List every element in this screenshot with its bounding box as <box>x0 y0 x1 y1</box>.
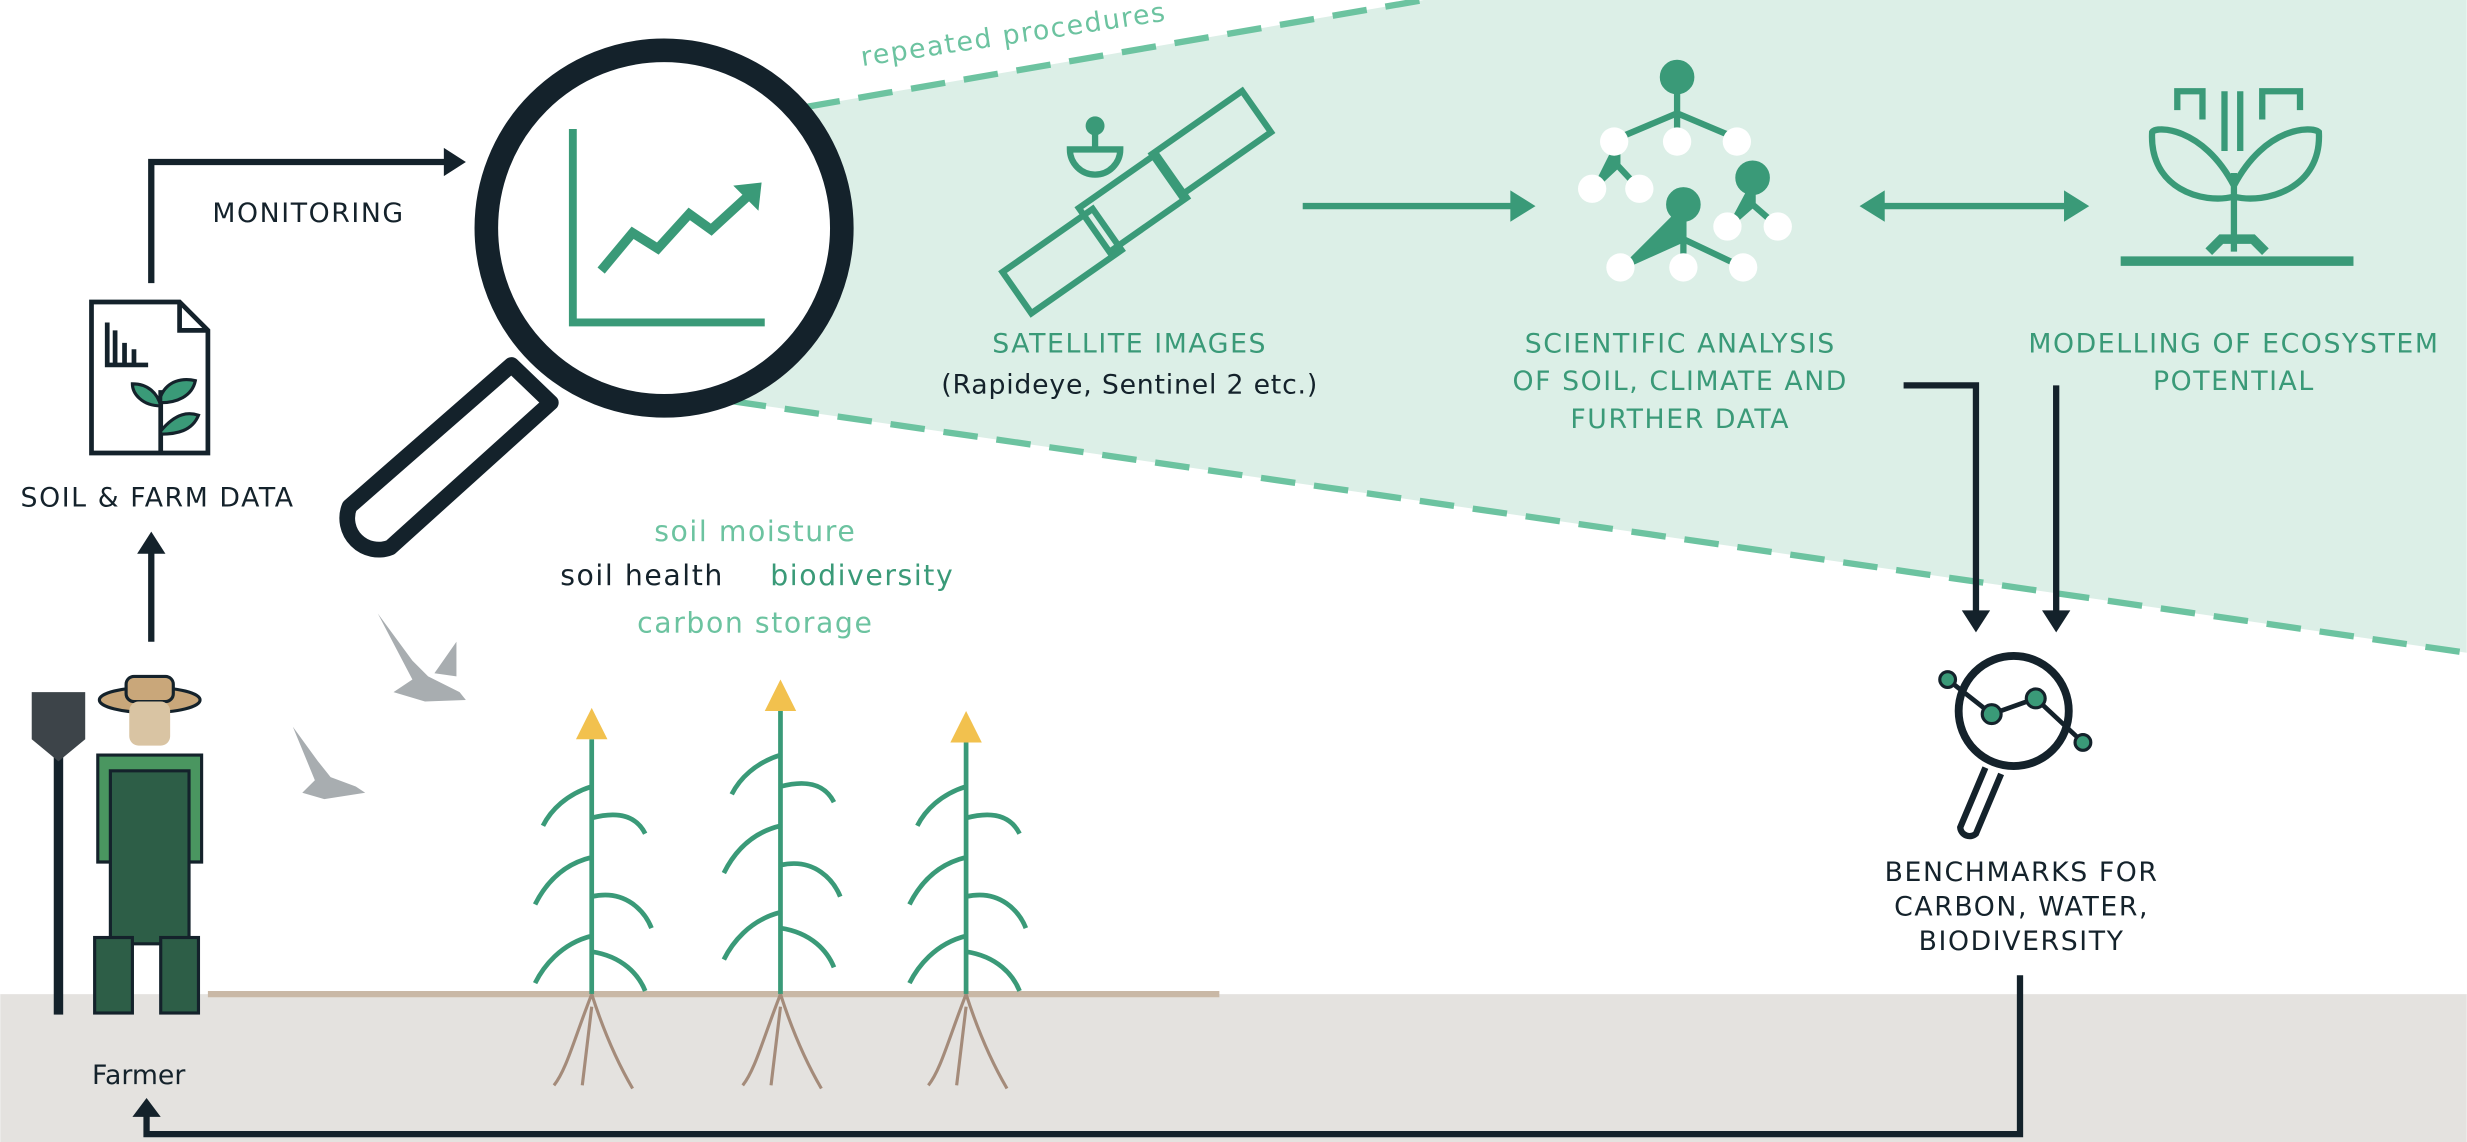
leaf <box>130 378 201 436</box>
corn <box>532 707 1029 995</box>
shape <box>339 357 559 558</box>
arrow <box>148 158 449 284</box>
monitoring-label: MONITORING <box>212 198 404 229</box>
shape <box>474 38 854 418</box>
shape <box>1147 86 1276 200</box>
satellite-title: SATELLITE IMAGES <box>992 328 1267 359</box>
arrow <box>1903 382 1980 614</box>
shape <box>1085 116 1105 136</box>
shape <box>129 701 171 746</box>
shape <box>1606 253 1635 282</box>
feedback-line <box>143 975 2024 1138</box>
shape <box>1938 670 1958 689</box>
shape <box>1577 174 1607 203</box>
arrowhead <box>1859 190 1885 222</box>
arrowhead <box>1510 190 1536 222</box>
shape <box>552 993 634 1090</box>
analysis-label: FURTHER DATA <box>1570 404 1790 435</box>
shape <box>1662 127 1692 156</box>
shape <box>2205 234 2269 256</box>
arrowhead <box>132 1097 161 1117</box>
shape <box>159 935 201 1015</box>
indicator: soil health <box>560 559 724 592</box>
analysis-label: OF SOIL, CLIMATE AND <box>1512 366 1848 397</box>
analysis-label: SCIENTIFIC ANALYSIS <box>1525 328 1836 359</box>
shape <box>597 191 753 274</box>
farmer-label: Farmer <box>92 1060 185 1091</box>
document-icon <box>89 299 211 456</box>
magnifier <box>339 38 854 558</box>
shape <box>89 299 211 456</box>
shape <box>31 692 86 762</box>
farmer <box>31 674 204 1015</box>
shape <box>1659 59 1695 95</box>
arrowhead <box>137 531 166 554</box>
shape <box>1600 127 1629 156</box>
shape <box>177 302 208 333</box>
soil-farm-label: SOIL & FARM DATA <box>21 483 295 514</box>
shape <box>733 182 762 211</box>
network-nodes <box>1577 127 1792 282</box>
shape <box>1666 187 1701 222</box>
arrowhead <box>443 147 466 177</box>
shape <box>1954 652 2073 770</box>
roots <box>552 993 1009 1090</box>
shape <box>1728 253 1758 282</box>
benchmark-icon <box>1938 652 2093 840</box>
shape <box>950 710 982 743</box>
plant-icon <box>2120 88 2354 266</box>
benchmarks-label: BENCHMARKS FOR <box>1885 857 2159 888</box>
shape <box>721 707 843 995</box>
shape <box>1074 149 1192 257</box>
shape <box>1722 127 1752 156</box>
tassel <box>575 679 982 743</box>
shape <box>53 755 64 1015</box>
procedure-zone <box>731 0 2467 653</box>
satellite-icon <box>998 86 1276 318</box>
shape <box>532 739 654 995</box>
arrowhead <box>2042 610 2071 633</box>
shape <box>1763 212 1792 241</box>
indicator: soil moisture <box>654 515 856 548</box>
modelling-label: POTENTIAL <box>2153 366 2315 397</box>
modelling-label: MODELLING OF ECOSYSTEM <box>2028 328 2439 359</box>
indicator: carbon storage <box>637 606 873 639</box>
indicator: biodiversity <box>770 559 954 592</box>
dashed-border <box>731 398 2467 656</box>
shape <box>2073 733 2093 752</box>
shape <box>1713 212 1742 241</box>
shape <box>1625 174 1654 203</box>
benchmarks-label: BIODIVERSITY <box>1919 926 2125 957</box>
arrowhead <box>1961 610 1991 633</box>
shape <box>124 674 175 704</box>
shape <box>2174 88 2304 152</box>
shape <box>1946 677 2085 745</box>
bird <box>292 726 366 800</box>
shape <box>108 769 191 946</box>
shape <box>93 935 134 1015</box>
shape <box>104 322 149 368</box>
shape <box>764 679 797 711</box>
shape <box>741 993 823 1090</box>
shape <box>927 993 1009 1090</box>
shape <box>998 204 1126 318</box>
shape <box>1957 766 2005 840</box>
bird <box>377 613 466 702</box>
shape <box>568 128 765 327</box>
shape <box>1980 703 2003 726</box>
shape <box>1735 160 1770 196</box>
shape <box>1669 253 1698 282</box>
ground <box>0 994 2467 1142</box>
shape <box>2024 687 2047 710</box>
satellite-subtitle: (Rapideye, Sentinel 2 etc.) <box>941 369 1318 400</box>
benchmarks-label: CARBON, WATER, <box>1894 891 2149 922</box>
arrowhead <box>2064 190 2090 222</box>
shape <box>575 707 608 740</box>
shape <box>907 739 1029 995</box>
